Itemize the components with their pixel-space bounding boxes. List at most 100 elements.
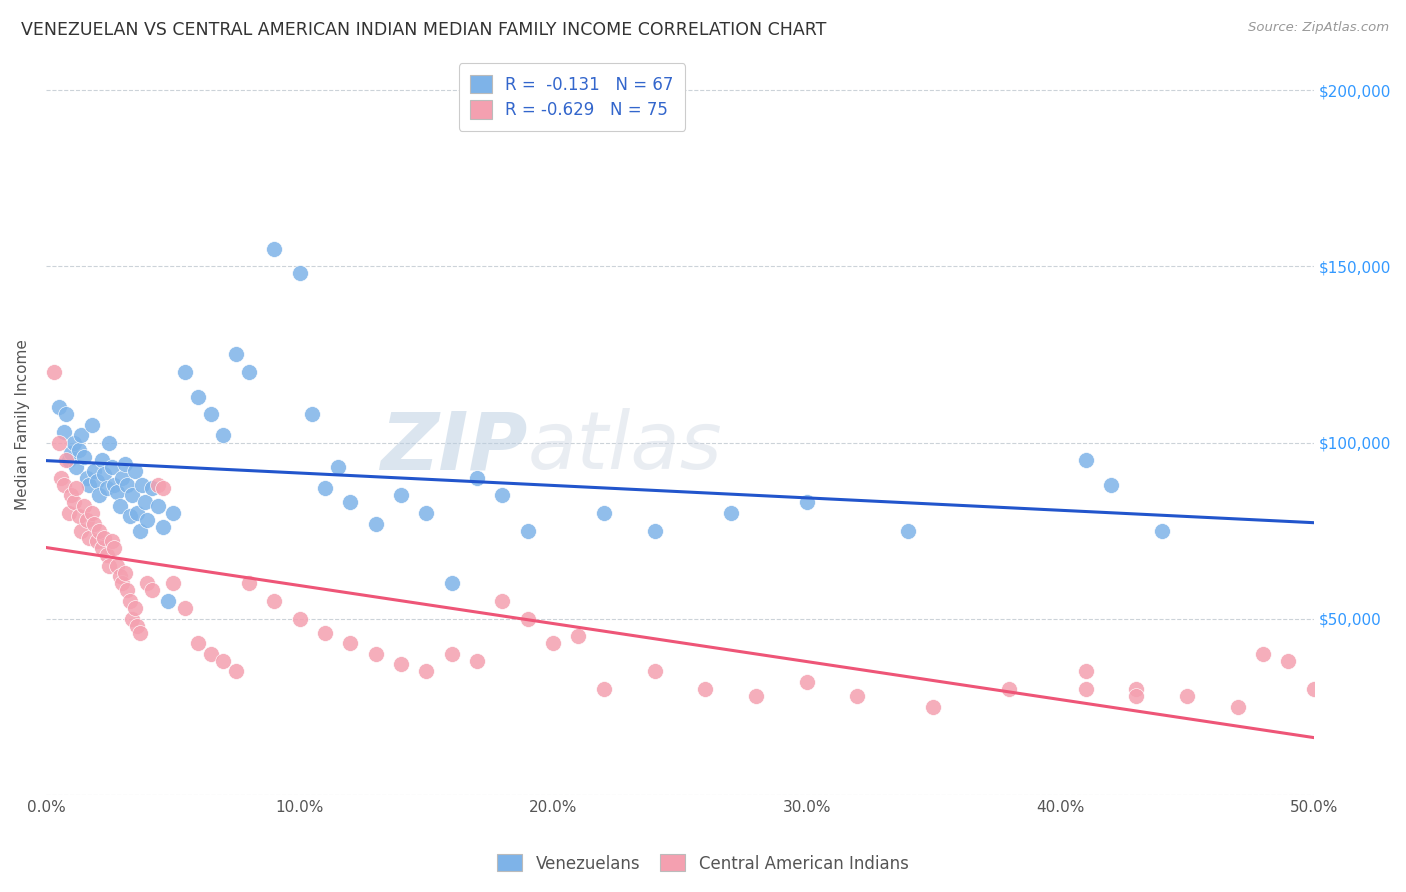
Point [364,516,387,531]
Point [83,464,105,478]
Point [141,481,163,495]
Point [339,636,361,650]
Point [77,531,100,545]
Point [1277,654,1299,668]
Point [131,477,153,491]
Point [156,594,179,608]
Point [141,583,163,598]
Point [314,481,336,495]
Point [90,541,112,556]
Y-axis label: Median Family Income: Median Family Income [15,340,30,510]
Point [83,516,105,531]
Point [326,460,349,475]
Point [73,499,96,513]
Point [90,453,112,467]
Point [103,541,125,556]
Point [922,699,945,714]
Point [174,601,197,615]
Point [1226,699,1249,714]
Point [465,471,488,485]
Point [1074,453,1097,467]
Point [567,629,589,643]
Point [48,401,70,415]
Point [897,524,920,538]
Point [93,531,115,545]
Point [111,576,134,591]
Legend: Venezuelans, Central American Indians: Venezuelans, Central American Indians [491,847,915,880]
Point [541,636,564,650]
Point [127,618,149,632]
Point [80,506,103,520]
Point [73,450,96,464]
Point [998,681,1021,696]
Point [1074,665,1097,679]
Point [128,524,150,538]
Point [96,548,118,562]
Point [76,513,98,527]
Point [86,475,108,489]
Point [65,460,87,475]
Point [162,506,184,520]
Point [103,477,125,491]
Point [644,524,666,538]
Point [389,657,412,672]
Point [846,689,869,703]
Point [796,675,818,690]
Point [491,488,513,502]
Point [796,495,818,509]
Point [301,408,323,422]
Text: VENEZUELAN VS CENTRAL AMERICAN INDIAN MEDIAN FAMILY INCOME CORRELATION CHART: VENEZUELAN VS CENTRAL AMERICAN INDIAN ME… [21,21,827,39]
Point [93,467,115,482]
Point [1150,524,1173,538]
Point [187,390,209,404]
Point [200,408,222,422]
Legend: R =  -0.131   N = 67, R = -0.629   N = 75: R = -0.131 N = 67, R = -0.629 N = 75 [458,63,686,131]
Point [89,524,111,538]
Point [146,477,169,491]
Point [134,495,156,509]
Point [108,499,131,513]
Point [238,576,260,591]
Point [111,471,134,485]
Point [70,524,93,538]
Point [440,647,463,661]
Point [136,513,159,527]
Point [644,665,666,679]
Point [212,428,235,442]
Point [200,647,222,661]
Point [1175,689,1198,703]
Point [105,484,128,499]
Point [225,347,247,361]
Point [415,506,437,520]
Point [1125,689,1147,703]
Point [263,594,285,608]
Text: ZIP: ZIP [381,409,527,486]
Point [1302,681,1324,696]
Point [105,558,128,573]
Point [67,442,90,457]
Point [114,457,136,471]
Point [55,408,77,422]
Point [339,495,361,509]
Point [52,425,75,439]
Point [516,612,538,626]
Point [70,428,93,442]
Point [65,481,87,495]
Point [720,506,742,520]
Point [114,566,136,580]
Point [101,534,124,549]
Point [55,453,77,467]
Point [77,477,100,491]
Point [52,477,75,491]
Point [124,464,146,478]
Point [60,488,83,502]
Point [364,647,387,661]
Point [89,488,111,502]
Point [187,636,209,650]
Point [136,576,159,591]
Point [162,576,184,591]
Point [67,509,90,524]
Point [288,612,311,626]
Point [121,488,143,502]
Point [108,569,131,583]
